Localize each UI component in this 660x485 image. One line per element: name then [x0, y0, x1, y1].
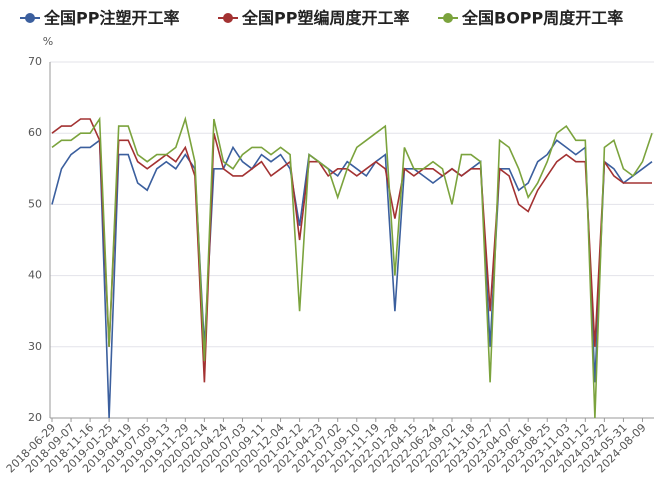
legend-label: 全国PP塑编周度开工率: [241, 9, 409, 28]
y-tick-label: 30: [28, 340, 42, 353]
legend-item: 全国PP注塑开工率: [20, 9, 179, 28]
series-line: [51, 118, 652, 383]
series-line: [51, 116, 653, 419]
legend-item: 全国PP塑编周度开工率: [218, 9, 409, 28]
legend-label: 全国PP注塑开工率: [43, 9, 179, 28]
legend-label: 全国BOPP周度开工率: [461, 9, 623, 28]
legend-marker: [443, 13, 453, 23]
series-line: [51, 138, 653, 419]
y-tick-label: 40: [28, 269, 42, 282]
legend-item: 全国BOPP周度开工率: [438, 9, 623, 28]
y-tick-label: 60: [28, 126, 42, 139]
y-axis-label: %: [43, 35, 53, 48]
legend-marker: [25, 13, 35, 23]
y-tick-label: 70: [28, 55, 42, 68]
y-tick-label: 20: [28, 411, 42, 424]
legend-marker: [223, 13, 233, 23]
y-tick-label: 50: [28, 197, 42, 210]
